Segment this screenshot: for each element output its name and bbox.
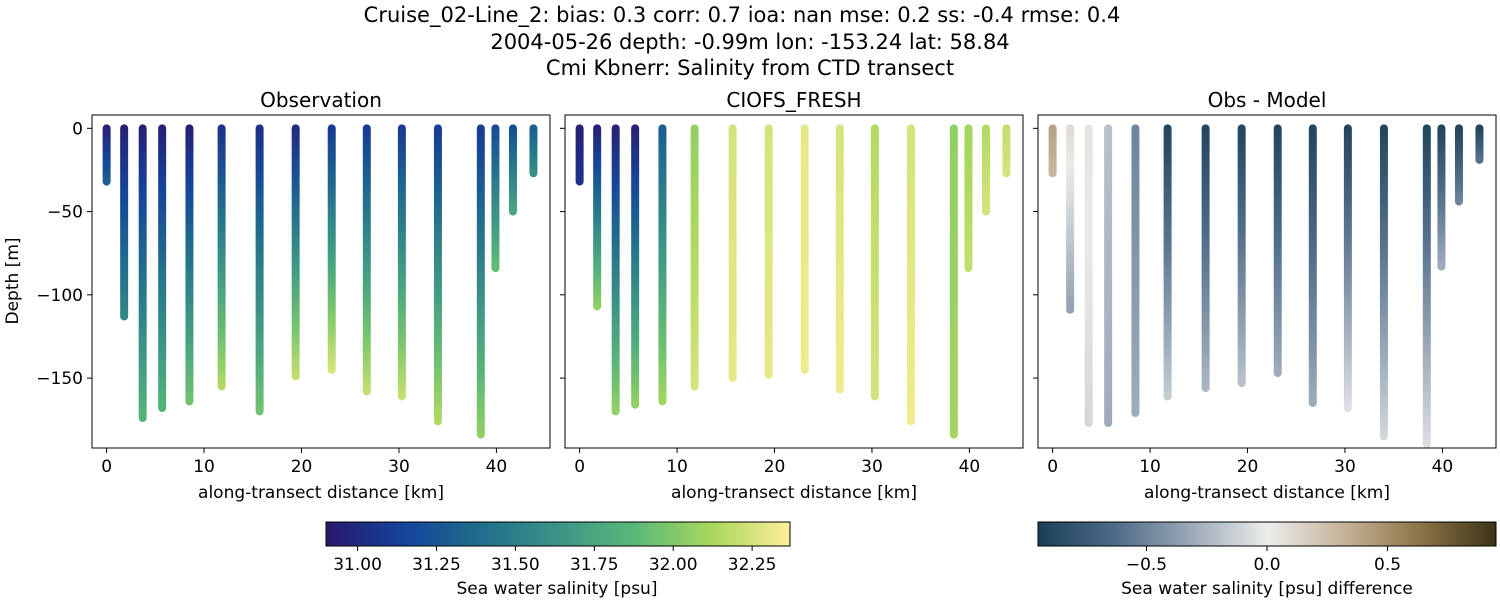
panel-title-observation: Observation <box>260 88 382 112</box>
colorbar-tick-label: 31.25 <box>412 555 461 575</box>
x-tick-label: 10 <box>666 457 688 477</box>
panel-title-obs-minus-model: Obs - Model <box>1208 88 1327 112</box>
y-tick-label: 0 <box>72 119 83 139</box>
x-tick-label: 0 <box>574 457 585 477</box>
axes-frame-observation <box>91 114 551 449</box>
x-tick-label: 40 <box>1432 457 1454 477</box>
title-line-3: Cmi Kbnerr: Salinity from CTD transect <box>546 56 954 80</box>
x-tick-label: 30 <box>1334 457 1356 477</box>
x-tick-label: 10 <box>193 457 215 477</box>
x-axis-label-ciofs-fresh: along-transect distance [km] <box>671 483 917 503</box>
axis-ticks-observation: 0 10 20 30 40 0 −50 −100 −150 <box>36 119 507 477</box>
x-tick-label: 40 <box>959 457 981 477</box>
x-tick-label: 40 <box>486 457 508 477</box>
title-line-2: 2004-05-26 depth: -0.99m lon: -153.24 la… <box>490 30 1009 54</box>
colorbar-tick-label: 0.5 <box>1374 555 1401 575</box>
colorbar-salinity-ticks: 31.00 31.25 31.50 31.75 32.00 32.25 <box>333 546 776 575</box>
colorbar-tick-label: −0.5 <box>1126 555 1167 575</box>
x-tick-label: 20 <box>1237 457 1259 477</box>
y-tick-label: −100 <box>36 286 83 306</box>
cast-marks-obs-minus-model <box>1048 124 1484 448</box>
x-axis-label-observation: along-transect distance [km] <box>198 483 444 503</box>
colorbar-tick-label: 31.75 <box>570 555 619 575</box>
panel-obs-minus-model: Obs - Model 0 10 20 30 40 along-transect dis… <box>1033 88 1497 503</box>
colorbar-salinity-label: Sea water salinity [psu] <box>457 579 658 599</box>
x-tick-label: 20 <box>291 457 313 477</box>
y-tick-label: −150 <box>36 369 83 389</box>
panel-observation: Observation 0 10 20 30 40 0 −50 −100 −150 along-… <box>3 88 551 503</box>
x-tick-label: 0 <box>1047 457 1058 477</box>
y-tick-label: −50 <box>47 203 83 223</box>
x-tick-label: 30 <box>388 457 410 477</box>
x-axis-label-obs-minus-model: along-transect distance [km] <box>1144 483 1390 503</box>
colorbar-salinity-gradient <box>326 522 790 546</box>
x-tick-label: 10 <box>1139 457 1161 477</box>
colorbar-salinity: 31.00 31.25 31.50 31.75 32.00 32.25 Sea water… <box>325 521 791 599</box>
colorbar-difference-ticks: −0.5 0.0 0.5 <box>1126 546 1401 575</box>
colorbar-tick-label: 32.00 <box>649 555 698 575</box>
axis-ticks-obs-minus-model: 0 10 20 30 40 <box>1033 127 1454 477</box>
figure-title: Cruise_02-Line_2: bias: 0.3 corr: 0.7 io… <box>364 3 1121 80</box>
x-tick-label: 0 <box>101 457 112 477</box>
colorbar-salinity-frame <box>325 521 791 547</box>
title-line-1: Cruise_02-Line_2: bias: 0.3 corr: 0.7 io… <box>364 3 1121 28</box>
colorbar-tick-label: 32.25 <box>728 555 777 575</box>
x-tick-label: 30 <box>861 457 883 477</box>
cast-marks-observation <box>102 124 538 439</box>
colorbar-tick-label: 31.50 <box>491 555 540 575</box>
colorbar-tick-label: 0.0 <box>1253 555 1280 575</box>
panel-title-ciofs-fresh: CIOFS_FRESH <box>726 88 861 112</box>
axes-frame-ciofs-fresh <box>564 114 1024 449</box>
x-tick-label: 20 <box>764 457 786 477</box>
colorbar-difference: −0.5 0.0 0.5 Sea water salinity [psu] diff… <box>1037 521 1497 599</box>
y-axis-label-observation: Depth [m] <box>3 237 23 324</box>
panel-ciofs-fresh: CIOFS_FRESH 0 10 20 30 40 along-transect dis… <box>560 88 1024 503</box>
cast-marks-ciofs-fresh <box>575 124 1011 439</box>
colorbar-tick-label: 31.00 <box>333 555 382 575</box>
colorbar-difference-gradient <box>1038 522 1496 546</box>
colorbar-difference-label: Sea water salinity [psu] difference <box>1121 579 1413 599</box>
axes-frame-obs-minus-model <box>1037 114 1497 449</box>
axis-ticks-ciofs-fresh: 0 10 20 30 40 <box>560 127 981 477</box>
